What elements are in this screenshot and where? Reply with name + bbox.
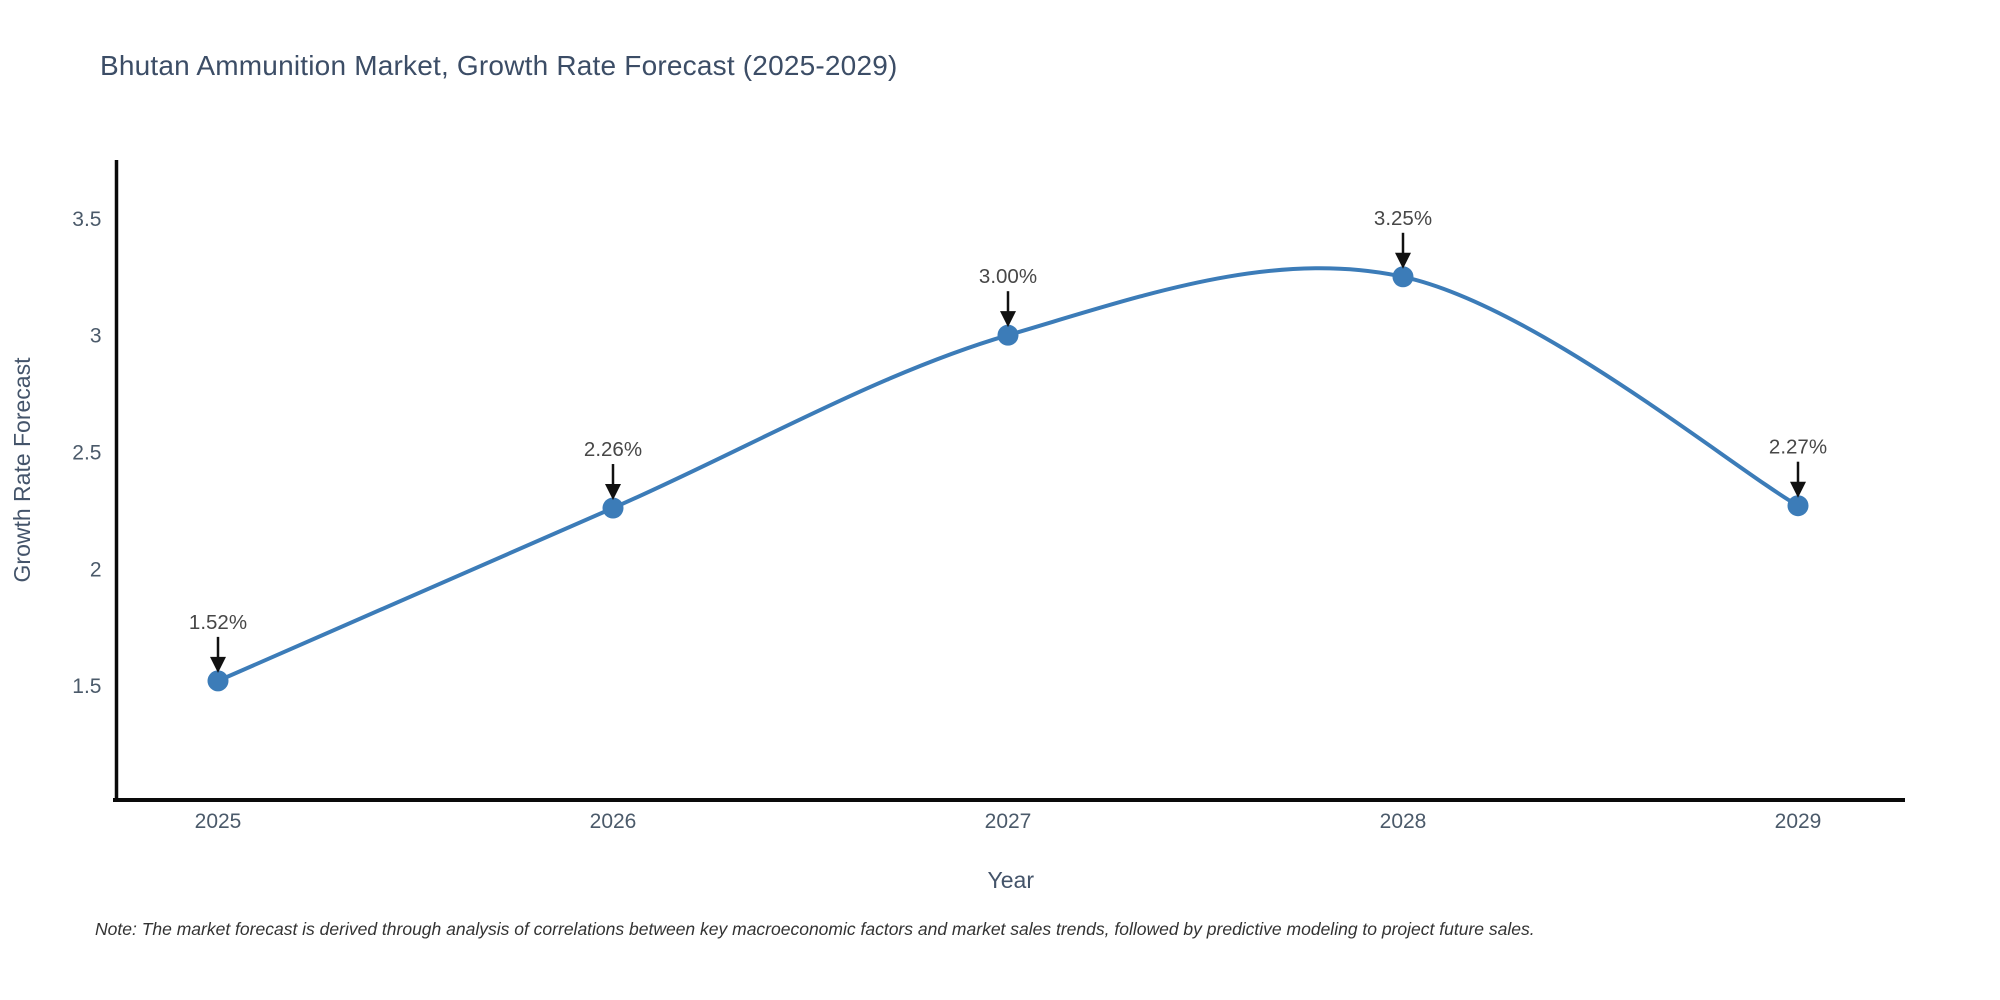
x-tick-label: 2025 — [195, 810, 242, 833]
annotation-label: 3.00% — [979, 265, 1037, 288]
annotation-label: 2.27% — [1769, 436, 1827, 459]
x-tick-label: 2028 — [1380, 810, 1427, 833]
data-point-marker — [1392, 266, 1414, 288]
x-axis-title: Year — [988, 867, 1035, 893]
y-tick-label: 3 — [90, 325, 102, 348]
y-tick-label: 3.5 — [72, 208, 101, 231]
x-tick-label: 2026 — [590, 810, 637, 833]
annotation-label: 2.26% — [584, 438, 642, 461]
annotation-arrowhead — [210, 656, 226, 673]
y-tick-label: 1.5 — [72, 675, 101, 698]
y-tick-label: 2 — [90, 558, 102, 581]
annotation-arrowhead — [1395, 252, 1411, 269]
annotation-arrowhead — [1790, 481, 1806, 498]
data-point-marker — [207, 670, 229, 692]
y-axis-title: Growth Rate Forecast — [9, 357, 35, 583]
y-tick-label: 2.5 — [72, 441, 101, 464]
x-tick-label: 2027 — [985, 810, 1032, 833]
annotation-label: 3.25% — [1374, 207, 1432, 230]
x-tick-label: 2029 — [1775, 810, 1822, 833]
annotation-label: 1.52% — [189, 611, 247, 634]
data-point-marker — [997, 324, 1019, 346]
annotation-arrowhead — [605, 484, 621, 501]
chart-title: Bhutan Ammunition Market, Growth Rate Fo… — [100, 50, 898, 81]
chart-note: Note: The market forecast is derived thr… — [95, 919, 1535, 939]
annotation-arrowhead — [1000, 311, 1016, 328]
data-point-marker — [602, 497, 624, 519]
data-point-marker — [1787, 495, 1809, 517]
